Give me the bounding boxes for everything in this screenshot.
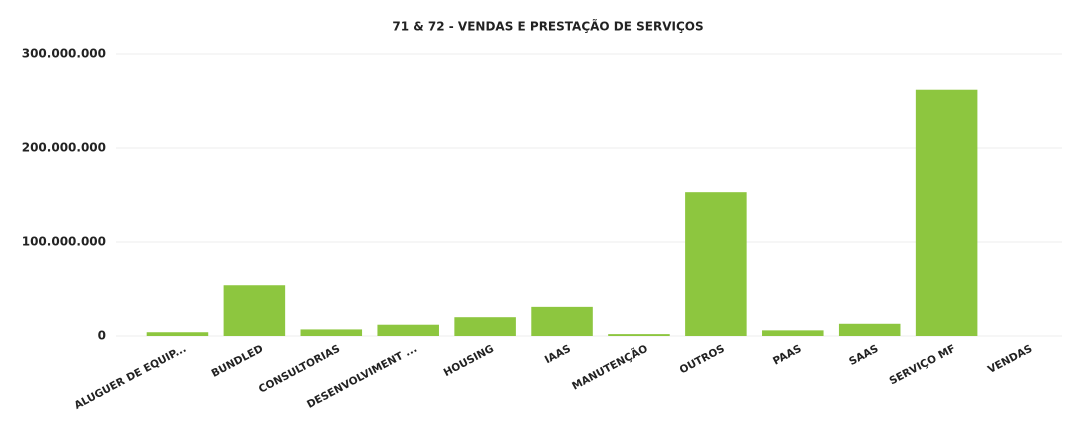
bar [838, 323, 901, 336]
x-tick-label: MANUTENÇÃO [570, 342, 650, 393]
y-tick-label: 100.000.000 [22, 235, 106, 249]
x-tick-label: BUNDLED [210, 343, 266, 380]
bar [762, 330, 824, 336]
bar [146, 332, 209, 336]
chart-title: 71 & 72 - VENDAS E PRESTAÇÃO DE SERVIÇOS [392, 19, 703, 34]
x-tick-label: PAAS [771, 343, 804, 368]
x-tick-label: IAAS [543, 343, 573, 367]
x-tick-label: SERVIÇO MF [888, 343, 958, 388]
y-tick-label: 0 [98, 329, 106, 343]
x-tick-label: SAAS [847, 343, 880, 368]
bar [915, 89, 978, 336]
x-tick-label: HOUSING [442, 343, 496, 379]
bar [377, 324, 439, 336]
x-tick-label: OUTROS [678, 343, 727, 377]
y-tick-label: 200.000.000 [22, 141, 106, 155]
bar [531, 306, 593, 336]
y-tick-label: 300.000.000 [22, 47, 106, 61]
bar [454, 317, 516, 336]
bar [685, 192, 747, 336]
bar [223, 285, 286, 336]
bar [608, 334, 670, 336]
x-tick-label: VENDAS [986, 343, 1034, 376]
bar [300, 329, 363, 336]
x-tick-label: ALUGUER DE EQUIP... [72, 343, 188, 412]
